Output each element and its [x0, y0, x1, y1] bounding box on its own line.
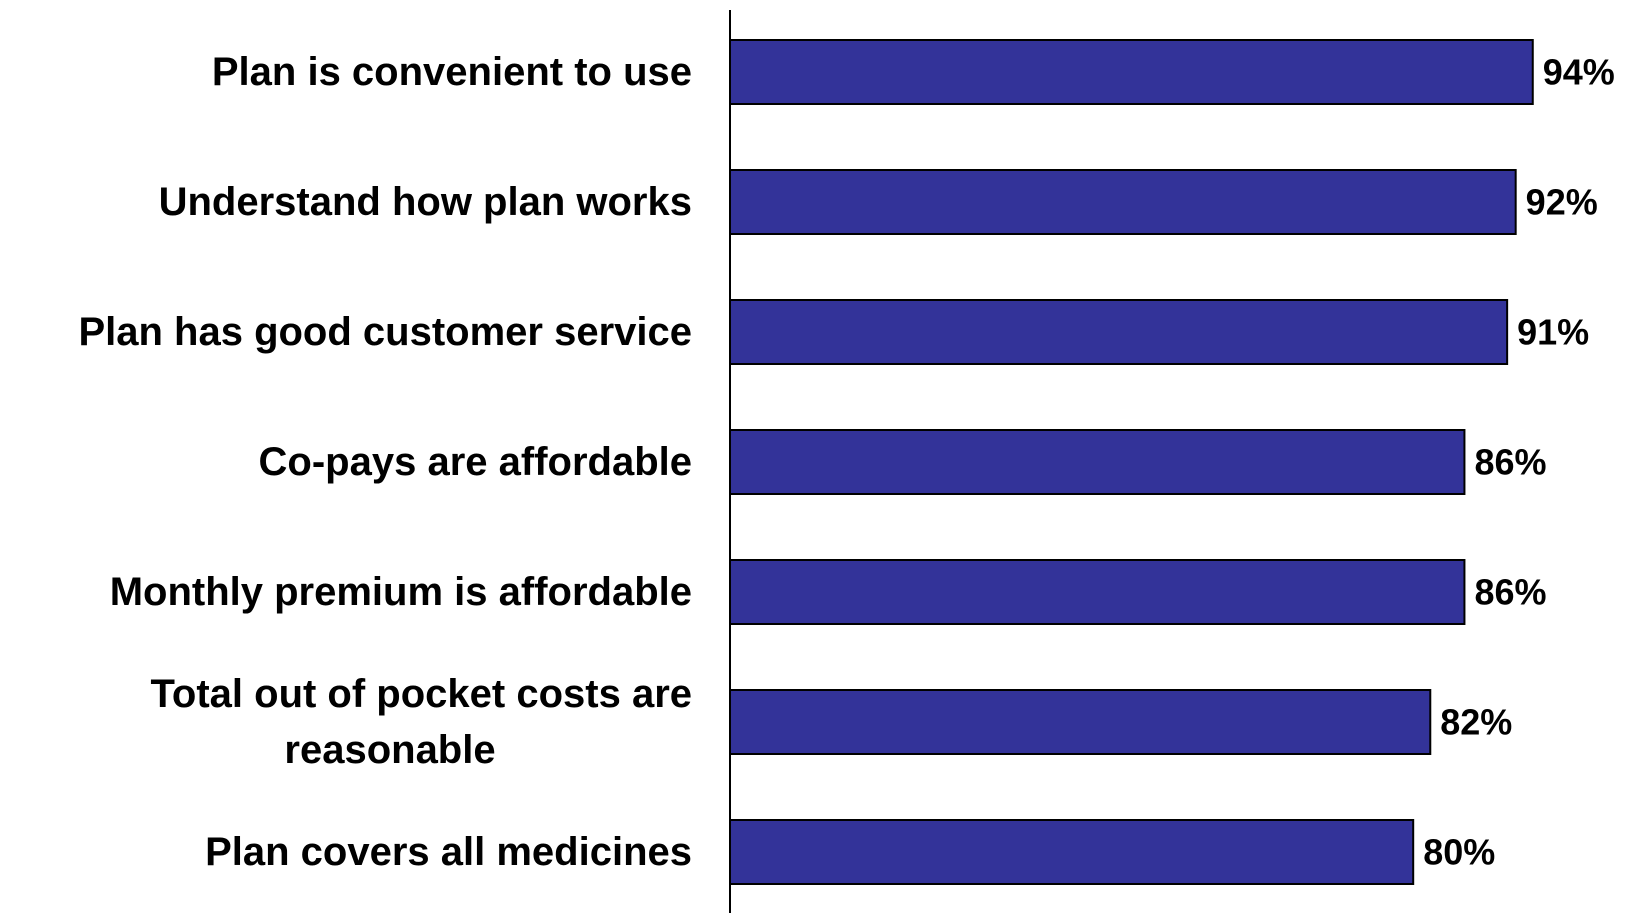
category-label-line: Understand how plan works	[159, 180, 692, 224]
data-label: 82%	[1440, 702, 1512, 743]
category-label: Understand how plan works	[159, 180, 692, 224]
data-label: 94%	[1543, 52, 1615, 93]
category-label-line: Co-pays are affordable	[259, 440, 692, 484]
bar	[729, 429, 1466, 495]
category-label: Plan covers all medicines	[205, 830, 692, 874]
category-label-line: Total out of pocket costs are	[150, 672, 692, 716]
category-label: Monthly premium is affordable	[110, 570, 692, 614]
bar	[729, 299, 1509, 365]
bar	[729, 689, 1432, 755]
category-label-line: Plan covers all medicines	[205, 830, 692, 874]
data-label: 92%	[1526, 182, 1598, 223]
data-label: 80%	[1423, 832, 1495, 873]
bar	[729, 169, 1517, 235]
category-label-line: Plan has good customer service	[78, 310, 692, 354]
category-label: Plan is convenient to use	[212, 50, 692, 94]
category-label-line: Plan is convenient to use	[212, 50, 692, 94]
data-label: 86%	[1474, 442, 1546, 483]
category-label-line: Monthly premium is affordable	[110, 570, 692, 614]
category-label-line: reasonable	[284, 728, 495, 772]
data-label: 86%	[1474, 572, 1546, 613]
bar	[729, 559, 1466, 625]
category-label: Plan has good customer service	[78, 310, 692, 354]
data-label: 91%	[1517, 312, 1589, 353]
bar	[729, 819, 1415, 885]
category-label: Total out of pocket costs are reasonable	[150, 672, 692, 772]
bar	[729, 39, 1534, 105]
category-label: Co-pays are affordable	[259, 440, 692, 484]
